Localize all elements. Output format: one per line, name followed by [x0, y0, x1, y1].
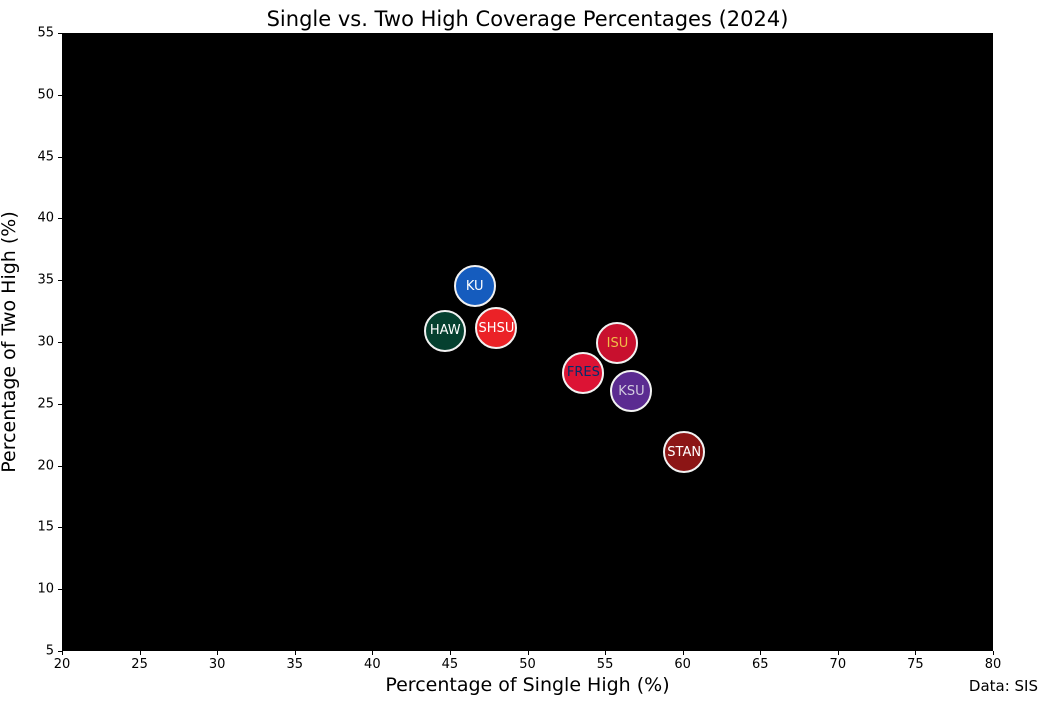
scatter-point-ku: KU: [453, 265, 496, 308]
y-axis-label: Percentage of Two High (%): [0, 211, 20, 473]
x-tick-label: 20: [53, 657, 71, 672]
y-tick-mark: [58, 403, 62, 405]
y-tick-mark: [58, 342, 62, 343]
scatter-point-ksu: KSU: [610, 370, 653, 413]
x-tick-mark: [605, 651, 607, 655]
scatter-point-label: HAW: [429, 323, 461, 339]
x-axis-label: Percentage of Single High (%): [385, 674, 670, 696]
scatter-point-fres: FRES: [562, 351, 605, 394]
y-tick-label: 25: [37, 396, 54, 412]
y-tick-label: 50: [37, 87, 54, 103]
scatter-point-label: SHSU: [478, 320, 515, 336]
x-tick-mark: [139, 651, 141, 655]
plot-area: 20 25 30 35 40 45 50 55 60 65 70 75 80 5 10 15 20 25 30 35 4…: [37, 26, 1001, 673]
y-tick-label: 5: [45, 643, 54, 659]
y-tick-mark: [58, 465, 62, 467]
scatter-point-shsu: SHSU: [475, 307, 518, 350]
x-tick-label: 40: [364, 657, 381, 672]
y-tick-mark: [58, 589, 62, 591]
x-tick-label: 55: [596, 657, 614, 672]
x-tick-label: 70: [829, 657, 847, 672]
y-tick-mark: [58, 33, 62, 34]
source-note: Data: SIS: [968, 677, 1038, 695]
y-tick-label: 55: [37, 25, 54, 41]
y-tick-label: 35: [37, 272, 54, 288]
x-tick-label: 25: [131, 657, 148, 672]
y-tick-mark: [58, 280, 62, 282]
y-tick-mark: [58, 527, 62, 529]
x-tick-label: 75: [907, 657, 924, 672]
x-tick-mark: [449, 651, 451, 655]
x-tick-mark: [760, 651, 762, 655]
x-tick-label: 60: [674, 657, 691, 672]
y-tick-label: 10: [37, 581, 54, 597]
x-tick-label: 50: [519, 657, 536, 672]
x-tick-mark: [837, 651, 839, 655]
x-tick-label: 30: [208, 657, 226, 672]
x-tick-mark: [682, 651, 684, 655]
y-tick-mark: [58, 651, 62, 652]
x-tick-label: 80: [984, 657, 1002, 672]
x-tick-mark: [527, 651, 529, 655]
y-tick-mark: [58, 156, 62, 158]
x-tick-mark: [294, 651, 296, 655]
y-tick-label: 15: [37, 519, 54, 535]
y-tick-label: 45: [37, 149, 54, 165]
x-tick-label: 45: [441, 657, 459, 672]
chart-title: Single vs. Two High Coverage Percentages…: [266, 7, 789, 31]
scatter-point-label: KU: [465, 278, 484, 294]
x-tick-mark: [62, 651, 63, 655]
y-tick-mark: [58, 218, 62, 220]
y-tick-label: 30: [37, 334, 54, 350]
x-tick-mark: [915, 651, 917, 655]
y-tick-label: 40: [37, 210, 54, 226]
x-tick-label: 35: [286, 657, 304, 672]
scatter-point-label: STAN: [667, 444, 702, 460]
x-tick-mark: [372, 651, 374, 655]
x-tick-mark: [993, 651, 994, 655]
scatter-point-label: FRES: [566, 365, 600, 381]
scatter-point-isu: ISU: [596, 322, 639, 365]
x-tick-mark: [217, 651, 219, 655]
scatter-point-stan: STAN: [663, 431, 706, 473]
y-tick-mark: [58, 94, 62, 96]
scatter-point-label: KSU: [618, 383, 645, 399]
x-tick-label: 65: [751, 657, 769, 672]
scatter-point-label: ISU: [606, 335, 629, 351]
scatter-point-haw: HAW: [424, 309, 467, 352]
y-tick-label: 20: [37, 458, 54, 474]
